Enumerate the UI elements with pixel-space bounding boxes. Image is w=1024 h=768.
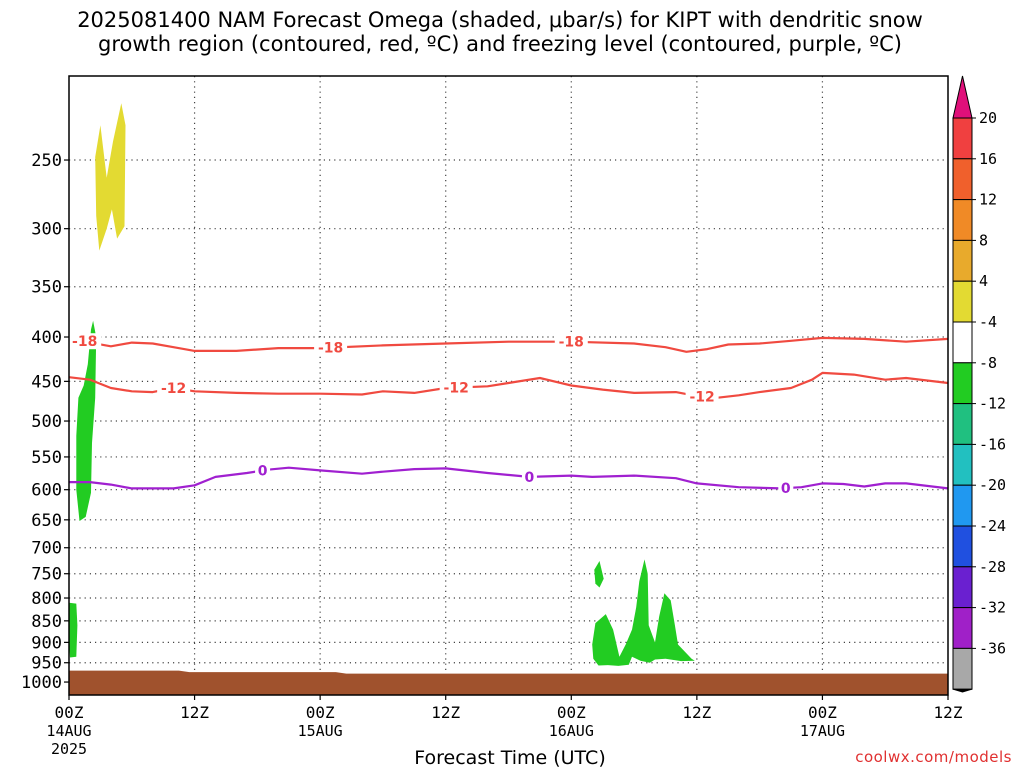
contour-lines: -18 -18 -18 -12 -12 -12 0 0 0	[68, 333, 949, 497]
omega-region-positive	[95, 103, 126, 251]
colorbar-box	[952, 117, 973, 160]
y-tick-label: 450	[31, 372, 62, 392]
y-tick-label: 650	[31, 511, 62, 531]
contour-label: -12	[444, 381, 469, 397]
contour-label-bg	[255, 462, 271, 479]
terrain-mask	[69, 670, 948, 695]
y-tick-label: 550	[31, 448, 62, 468]
colorbar-label: 8	[979, 231, 988, 249]
y-tick-label: 250	[31, 151, 62, 171]
x-tick-date: 17AUG	[800, 722, 845, 740]
colorbar-label: -28	[979, 558, 1006, 576]
omega-shaded-regions	[69, 103, 695, 666]
omega-region-negative-lowlevel	[69, 602, 78, 658]
y-tick-label: 400	[31, 328, 62, 348]
x-tick-date: 14AUG	[46, 722, 91, 740]
omega-region-negative-day3-a	[594, 561, 604, 588]
contour-label-bg	[157, 379, 191, 396]
contour-label-bg	[778, 480, 794, 497]
contour-label: -18	[318, 341, 343, 357]
colorbar-box	[952, 362, 973, 405]
colorbar-box	[952, 280, 973, 323]
colorbar-box	[952, 484, 973, 527]
colorbar-box	[952, 158, 973, 201]
y-tick-label: 1000	[21, 673, 62, 693]
colorbar: 20 16 12 8 4 -4 -8 -12 -16 -20 -24 -28 -32 -36	[952, 75, 1006, 693]
colorbar-box	[952, 403, 973, 445]
x-tick-date: 15AUG	[298, 722, 343, 740]
axes: 2503003504004505005506006507007508008509…	[21, 75, 963, 768]
contour-label-bg	[554, 333, 588, 350]
contour-label: -18	[559, 335, 584, 351]
colorbar-top-arrow	[952, 75, 973, 119]
contour-minus12	[68, 371, 949, 399]
colorbar-label: 20	[979, 109, 997, 127]
y-tick-label: 350	[31, 278, 62, 298]
x-axis-label: Forecast Time (UTC)	[414, 747, 605, 768]
contour-label: 0	[258, 464, 268, 480]
x-tick-date: 16AUG	[549, 722, 594, 740]
colorbar-label: -4	[979, 313, 997, 331]
y-tick-label: 750	[31, 565, 62, 585]
x-tick-label: 00Z	[306, 703, 335, 722]
x-tick-label: 12Z	[180, 703, 209, 722]
x-tick-label: 12Z	[934, 703, 963, 722]
contour-label-bg	[68, 333, 102, 350]
colorbar-box	[952, 199, 973, 241]
y-tick-label: 500	[31, 412, 62, 432]
x-tick-label: 12Z	[682, 703, 711, 722]
chart-title-line-1: 2025081400 NAM Forecast Omega (shaded, μ…	[77, 8, 923, 32]
colorbar-label: -32	[979, 599, 1006, 617]
colorbar-label: -16	[979, 435, 1006, 453]
colorbar-label: 16	[979, 150, 997, 168]
grid-lines	[69, 76, 948, 695]
x-tick-label: 00Z	[808, 703, 837, 722]
colorbar-label: 4	[979, 272, 988, 290]
contour-label: -12	[689, 390, 714, 406]
contour-label-bg	[439, 379, 473, 396]
y-tick-label: 300	[31, 220, 62, 240]
colorbar-label: -24	[979, 517, 1006, 535]
credit-text: coolwx.com/models	[855, 748, 1012, 766]
colorbar-label: -8	[979, 354, 997, 372]
x-tick-label: 00Z	[55, 703, 84, 722]
contour-label-bg	[685, 388, 719, 405]
x-tick-label: 12Z	[431, 703, 460, 722]
x-tick-label: 00Z	[557, 703, 586, 722]
colorbar-box	[952, 607, 973, 649]
y-tick-label: 850	[31, 612, 62, 632]
y-tick-label: 800	[31, 589, 62, 609]
plot-frame	[68, 75, 949, 696]
colorbar-box	[952, 239, 973, 282]
colorbar-label: -12	[979, 395, 1006, 413]
chart-title-line-2: growth region (contoured, red, ºC) and f…	[98, 32, 902, 56]
contour-minus18	[68, 335, 949, 353]
x-tick-year: 2025	[51, 740, 87, 758]
colorbar-box	[952, 566, 973, 609]
y-tick-label: 600	[31, 481, 62, 501]
omega-region-negative-day3-b	[592, 559, 695, 666]
y-tick-label: 900	[31, 633, 62, 653]
contour-label: 0	[525, 470, 535, 486]
contour-label: -18	[72, 334, 97, 350]
colorbar-label: 12	[979, 191, 997, 209]
contour-label-bg	[314, 339, 348, 356]
contour-label-bg	[521, 468, 537, 485]
colorbar-box	[952, 321, 973, 364]
colorbar-box	[952, 525, 973, 568]
contour-label: 0	[781, 481, 791, 497]
y-tick-label: 950	[31, 654, 62, 674]
y-tick-label: 700	[31, 539, 62, 559]
colorbar-label: -36	[979, 639, 1006, 657]
contour-freezing-level	[69, 466, 949, 490]
contour-label: -12	[161, 381, 186, 397]
colorbar-box	[952, 647, 973, 690]
omega-region-negative-upper	[76, 320, 97, 521]
colorbar-label: -20	[979, 476, 1006, 494]
colorbar-box	[952, 443, 973, 486]
colorbar-bottom-arrow	[952, 688, 973, 693]
terrain-below-surface	[69, 670, 948, 695]
